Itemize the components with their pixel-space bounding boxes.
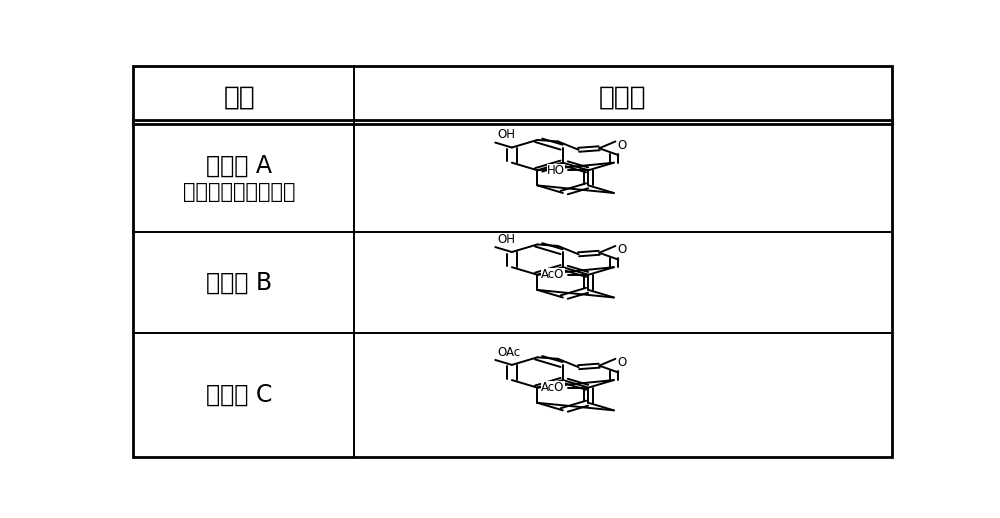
- Text: 化合物 C: 化合物 C: [206, 383, 272, 407]
- Text: OH: OH: [498, 233, 516, 246]
- Text: 化合物 A: 化合物 A: [206, 154, 272, 178]
- Text: OAc: OAc: [498, 346, 521, 359]
- Text: O: O: [618, 243, 627, 256]
- Text: 化合物 B: 化合物 B: [206, 270, 272, 294]
- Text: AcO: AcO: [541, 268, 565, 281]
- Text: （新补骨脂异黄酮）: （新补骨脂异黄酮）: [183, 182, 296, 202]
- Text: HO: HO: [547, 164, 565, 177]
- Text: O: O: [618, 139, 627, 152]
- Text: OH: OH: [498, 128, 516, 141]
- Text: O: O: [618, 356, 627, 369]
- Text: AcO: AcO: [541, 381, 565, 394]
- Text: 化合物: 化合物: [599, 85, 647, 111]
- Text: 编号: 编号: [223, 85, 255, 111]
